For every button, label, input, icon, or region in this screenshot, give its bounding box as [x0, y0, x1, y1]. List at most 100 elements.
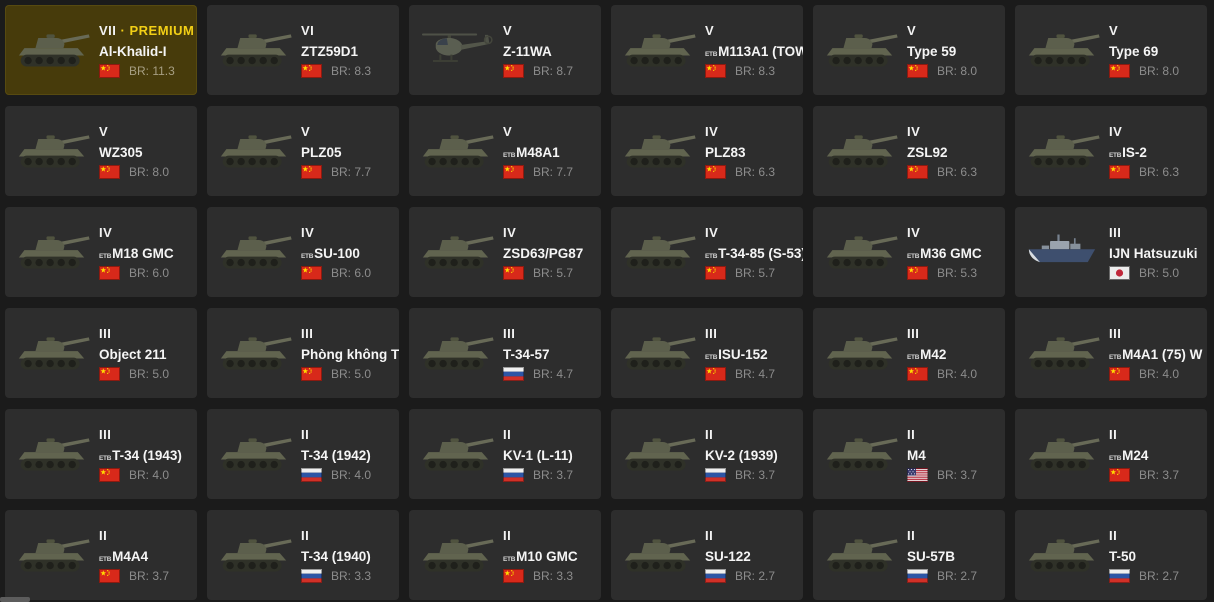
vehicle-card[interactable]: III T-34-57 BR: 4.7: [409, 308, 601, 398]
vehicle-card[interactable]: II ETBM4A4 BR: 3.7: [5, 510, 197, 600]
battle-rating: BR: 3.7: [129, 568, 170, 583]
vehicle-name: M113A1 (TOW): [718, 43, 803, 59]
vehicle-rank: II: [503, 426, 512, 442]
battle-rating: BR: 6.3: [937, 164, 978, 179]
tank-icon: [5, 229, 99, 275]
vehicle-rank: IV: [907, 123, 921, 139]
vehicle-rank: II: [1109, 426, 1118, 442]
vehicle-card[interactable]: V ETBM113A1 (TOW) BR: 8.3: [611, 5, 803, 95]
vehicle-card[interactable]: II T-34 (1940) BR: 3.3: [207, 510, 399, 600]
vehicle-card[interactable]: III Phòng không T-34 BR: 5.0: [207, 308, 399, 398]
tank-icon: [1015, 532, 1109, 578]
vehicle-name: M4A1 (75) W: [1122, 346, 1203, 362]
vehicle-name: ZSL92: [907, 144, 948, 160]
vehicle-card[interactable]: II T-34 (1942) BR: 4.0: [207, 409, 399, 499]
vehicle-rank: V: [99, 123, 109, 139]
tank-icon: [409, 532, 503, 578]
vehicle-card[interactable]: VII · PREMIUM Al-Khalid-I BR: 11.3: [5, 5, 197, 95]
battle-rating: BR: 3.7: [937, 467, 978, 482]
china-flag-icon: [301, 164, 322, 179]
helicopter-icon: [409, 27, 503, 73]
tank-icon: [813, 532, 907, 578]
tank-icon: [611, 128, 705, 174]
vehicle-rank: IV: [907, 224, 921, 240]
vehicle-card[interactable]: IV ETBM18 GMC BR: 6.0: [5, 207, 197, 297]
vehicle-card[interactable]: V PLZ05 BR: 7.7: [207, 106, 399, 196]
battle-rating: BR: 8.3: [331, 63, 372, 78]
china-flag-icon: [1109, 467, 1130, 482]
vehicle-rank: III: [99, 426, 112, 442]
vehicle-rank: II: [99, 527, 108, 543]
china-flag-icon: [301, 63, 322, 78]
vehicle-card[interactable]: III IJN Hatsuzuki BR: 5.0: [1015, 207, 1207, 297]
vehicle-name: M10 GMC: [516, 548, 578, 564]
vehicle-card[interactable]: III ETBT-34 (1943) BR: 4.0: [5, 409, 197, 499]
vehicle-rank: III: [503, 325, 516, 341]
vehicle-rank: II: [705, 426, 714, 442]
nation-variant-prefix: ETB: [1109, 353, 1122, 361]
vehicle-card[interactable]: II KV-1 (L-11) BR: 3.7: [409, 409, 601, 499]
vehicle-rank: V: [1109, 22, 1119, 38]
china-flag-icon: [1109, 366, 1130, 381]
vehicle-rank: II: [907, 527, 916, 543]
china-flag-icon: [99, 568, 120, 583]
vehicle-name: KV-1 (L-11): [503, 447, 573, 463]
vehicle-card[interactable]: II M4 BR: 3.7: [813, 409, 1005, 499]
vehicle-card[interactable]: IV ETBM36 GMC BR: 5.3: [813, 207, 1005, 297]
vehicle-card[interactable]: IV ZSD63/PG87 BR: 5.7: [409, 207, 601, 297]
battle-rating: BR: 3.7: [735, 467, 776, 482]
vehicle-card[interactable]: III ETBISU-152 BR: 4.7: [611, 308, 803, 398]
vehicle-rank: V: [503, 123, 513, 139]
tank-icon: [1015, 431, 1109, 477]
vehicle-card[interactable]: IV ETBT-34-85 (S-53) BR: 5.7: [611, 207, 803, 297]
battle-rating: BR: 5.0: [129, 366, 170, 381]
vehicle-card[interactable]: II ETBM24 BR: 3.7: [1015, 409, 1207, 499]
vehicle-rank: VI: [301, 22, 315, 38]
vehicle-card[interactable]: VI ZTZ59D1 BR: 8.3: [207, 5, 399, 95]
vehicle-card[interactable]: V WZ305 BR: 8.0: [5, 106, 197, 196]
vehicle-rank: II: [301, 426, 310, 442]
scrollbar-thumb[interactable]: [0, 597, 30, 602]
vehicle-card[interactable]: IV PLZ83 BR: 6.3: [611, 106, 803, 196]
vehicle-card[interactable]: IV ETBIS-2 BR: 6.3: [1015, 106, 1207, 196]
vehicle-card[interactable]: V ETBM48A1 BR: 7.7: [409, 106, 601, 196]
battle-rating: BR: 4.0: [331, 467, 372, 482]
nation-variant-prefix: ETB: [907, 353, 920, 361]
vehicle-card[interactable]: V Z-11WA BR: 8.7: [409, 5, 601, 95]
tank-icon: [813, 229, 907, 275]
vehicle-rank: II: [301, 527, 310, 543]
tank-icon: [611, 330, 705, 376]
vehicle-rank: VII: [99, 22, 117, 38]
battle-rating: BR: 4.0: [1139, 366, 1180, 381]
china-flag-icon: [907, 366, 928, 381]
vehicle-card[interactable]: II KV-2 (1939) BR: 3.7: [611, 409, 803, 499]
nation-variant-prefix: ETB: [705, 50, 718, 58]
vehicle-card[interactable]: IV ETBSU-100 BR: 6.0: [207, 207, 399, 297]
vehicle-name: SU-122: [705, 548, 751, 564]
vehicle-card[interactable]: III ETBM4A1 (75) W BR: 4.0: [1015, 308, 1207, 398]
tank-icon: [813, 27, 907, 73]
tank-icon: [1015, 128, 1109, 174]
vehicle-card[interactable]: IV ZSL92 BR: 6.3: [813, 106, 1005, 196]
nation-variant-prefix: ETB: [1109, 151, 1122, 159]
vehicle-card[interactable]: V Type 59 BR: 8.0: [813, 5, 1005, 95]
nation-variant-prefix: ETB: [503, 151, 516, 159]
battle-rating: BR: 3.7: [533, 467, 574, 482]
vehicle-card[interactable]: V Type 69 BR: 8.0: [1015, 5, 1207, 95]
battle-rating: BR: 2.7: [735, 568, 776, 583]
vehicle-rank: II: [503, 527, 512, 543]
vehicle-card[interactable]: II SU-57B BR: 2.7: [813, 510, 1005, 600]
nation-variant-prefix: ETB: [705, 353, 718, 361]
vehicle-card[interactable]: III Object 211 BR: 5.0: [5, 308, 197, 398]
vehicle-rank: IV: [503, 224, 517, 240]
vehicle-card[interactable]: II ETBM10 GMC BR: 3.3: [409, 510, 601, 600]
vehicle-name: M36 GMC: [920, 245, 982, 261]
vehicle-name: IJN Hatsuzuki: [1109, 245, 1198, 261]
vehicle-name: PLZ83: [705, 144, 746, 160]
vehicle-name: M24: [1122, 447, 1149, 463]
vehicle-card[interactable]: III ETBM42 BR: 4.0: [813, 308, 1005, 398]
vehicle-card[interactable]: II SU-122 BR: 2.7: [611, 510, 803, 600]
vehicle-card[interactable]: II T-50 BR: 2.7: [1015, 510, 1207, 600]
vehicle-name: ZTZ59D1: [301, 43, 359, 59]
